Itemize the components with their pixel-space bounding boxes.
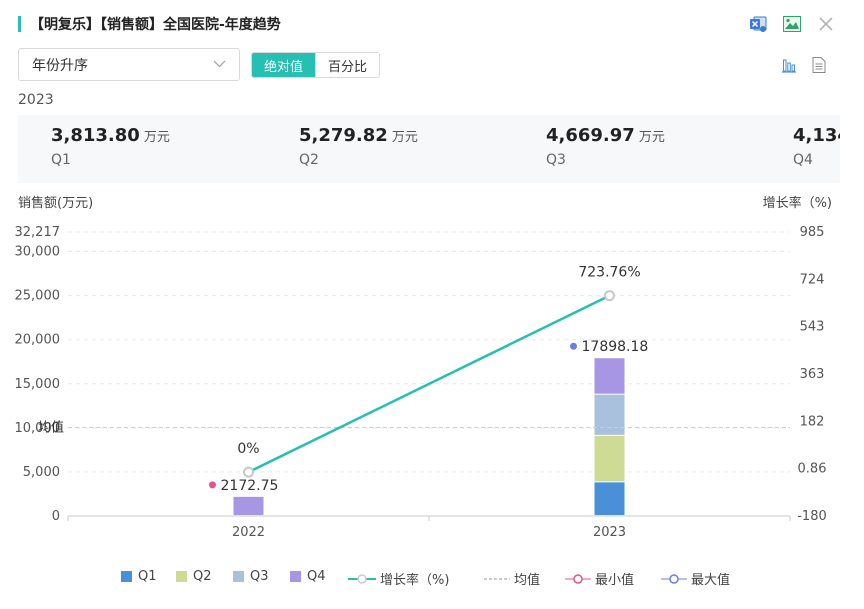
chevron-down-icon: [213, 60, 226, 68]
left-tick-label: 0: [52, 509, 60, 524]
kpi-quarter: Q2: [299, 152, 319, 168]
bar-segment: [594, 482, 625, 515]
kpi-q2: 5,279.82 万元 Q2: [299, 125, 418, 168]
legend-max[interactable]: 最大值: [661, 569, 730, 588]
legend-swatch: [233, 571, 244, 582]
legend-label: 增长率（%): [380, 573, 450, 588]
kpi-value: 5,279.82: [299, 125, 388, 146]
sort-order-select[interactable]: 年份升序: [18, 48, 240, 81]
max-marker-dot: [570, 342, 577, 350]
bar-segment: [233, 496, 264, 515]
legend-label: Q4: [307, 569, 326, 584]
legend-average[interactable]: 均值: [484, 569, 540, 588]
bar-segment: [594, 394, 625, 435]
legend-growth-rate[interactable]: 增长率（%): [348, 569, 449, 588]
x-tick-label: 2022: [232, 525, 265, 540]
min-marker-label: 2172.75: [221, 478, 279, 494]
legend-q2[interactable]: Q2: [176, 569, 212, 584]
right-tick-label: 182: [800, 414, 825, 429]
title-bar: 【明复乐】【销售额】全国医院-年度趋势: [18, 14, 281, 34]
left-axis-title: 销售额(万元): [18, 196, 94, 211]
legend-label: 均值: [514, 573, 541, 588]
left-tick-label: 30,000: [15, 245, 61, 260]
growth-rate-line: [247, 294, 611, 474]
right-tick-label: 985: [800, 225, 825, 240]
kpi-value: 3,813.80: [51, 125, 140, 146]
left-tick-label: 5,000: [23, 465, 60, 480]
legend-label: Q1: [138, 569, 157, 584]
view-switcher: [779, 55, 829, 75]
right-tick-label: 543: [800, 320, 825, 335]
absolute-value-button[interactable]: 绝对值: [252, 53, 316, 77]
legend-max-swatch: [661, 573, 687, 584]
growth-rate-label: 723.76%: [578, 265, 640, 281]
average-label: 均值: [38, 420, 64, 436]
growth-rate-point: [243, 466, 254, 478]
right-tick-label: 724: [800, 272, 825, 287]
top-toolbar: [748, 14, 836, 34]
min-marker-dot: [209, 481, 216, 489]
summary-year: 2023: [18, 92, 54, 108]
kpi-unit: 万元: [391, 130, 418, 145]
kpi-unit: 万元: [143, 130, 170, 145]
sort-order-value: 年份升序: [32, 57, 88, 74]
kpi-quarter: Q1: [51, 152, 71, 168]
table-view-icon[interactable]: [809, 55, 829, 75]
right-axis-title: 增长率（%): [762, 196, 832, 211]
percent-button[interactable]: 百分比: [315, 53, 380, 77]
legend-dash-swatch: [484, 578, 510, 579]
kpi-value: 4,669.97: [546, 125, 635, 146]
legend-q3[interactable]: Q3: [233, 569, 269, 584]
legend-min-swatch: [565, 573, 591, 584]
growth-rate-point: [604, 290, 615, 302]
bar-chart-view-icon[interactable]: [779, 55, 799, 75]
legend-q4[interactable]: Q4: [290, 569, 326, 584]
legend-min[interactable]: 最小值: [565, 569, 634, 588]
x-tick-label: 2023: [593, 525, 626, 540]
legend-swatch: [290, 571, 301, 582]
kpi-q1: 3,813.80 万元 Q1: [51, 125, 170, 168]
legend-swatch: [176, 571, 187, 582]
left-tick-label: 10,000: [15, 421, 61, 436]
title-accent: [18, 16, 21, 32]
right-tick-label: -180: [797, 509, 827, 524]
left-tick-label: 25,000: [15, 289, 61, 304]
kpi-quarter: Q3: [546, 152, 566, 168]
left-tick-label: 32,217: [15, 225, 61, 240]
chart-legend: Q1 Q2 Q3 Q4 增长率（%) 均值 最小值: [0, 569, 864, 591]
left-tick-label: 15,000: [15, 377, 61, 392]
close-icon[interactable]: [816, 14, 836, 34]
legend-label: 最小值: [595, 573, 635, 588]
growth-rate-label: 0%: [237, 441, 259, 457]
kpi-quarter: Q4: [793, 152, 813, 168]
kpi-strip: 3,813.80 万元 Q1 5,279.82 万元 Q2 4,669.97 万元 Q…: [18, 115, 840, 183]
bar-segment: [594, 358, 625, 394]
legend-line-swatch: [348, 573, 376, 584]
legend-swatch: [121, 571, 132, 582]
legend-label: 最大值: [691, 573, 731, 588]
kpi-value: 4,134: [793, 125, 840, 146]
legend-q1[interactable]: Q1: [121, 569, 157, 584]
max-marker-label: 17898.18: [582, 339, 649, 355]
page-title: 【明复乐】【销售额】全国医院-年度趋势: [30, 17, 281, 33]
right-tick-label: 363: [800, 367, 825, 382]
bar-segment: [594, 435, 625, 482]
image-export-icon[interactable]: [782, 14, 802, 34]
kpi-unit: 万元: [638, 130, 665, 145]
legend-label: Q2: [193, 569, 212, 584]
legend-label: Q3: [250, 569, 269, 584]
kpi-q3: 4,669.97 万元 Q3: [546, 125, 665, 168]
value-mode-toggle: 绝对值 百分比: [251, 52, 381, 78]
left-tick-label: 20,000: [15, 333, 61, 348]
excel-export-icon[interactable]: [748, 14, 768, 34]
kpi-q4: 4,134 Q4: [793, 125, 840, 168]
right-tick-label: 0.86: [798, 462, 827, 477]
